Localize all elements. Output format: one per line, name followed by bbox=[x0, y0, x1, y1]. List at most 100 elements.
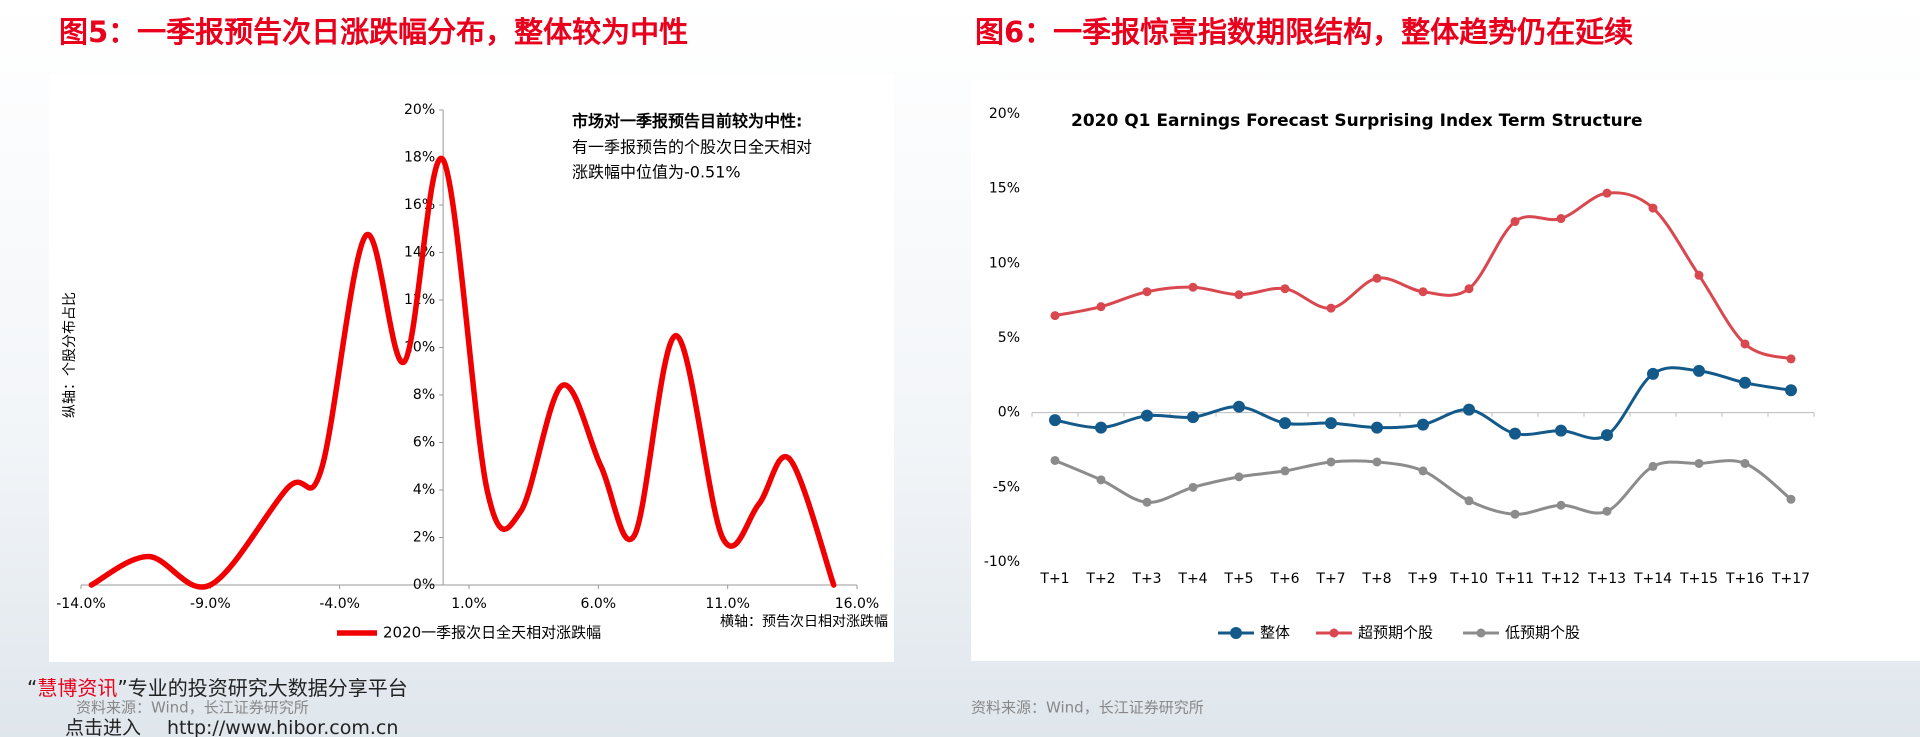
y-tick-label: 18% bbox=[404, 150, 435, 166]
marker bbox=[1279, 417, 1291, 430]
marker bbox=[1418, 466, 1428, 476]
marker bbox=[1234, 290, 1244, 300]
marker bbox=[1095, 421, 1107, 434]
marker bbox=[1786, 494, 1796, 504]
legend-label: 2020一季报次日全天相对涨跌幅 bbox=[383, 624, 601, 642]
legend-marker bbox=[1476, 628, 1486, 638]
y-tick-label: -5% bbox=[993, 479, 1020, 495]
y-tick-label: 15% bbox=[989, 181, 1020, 197]
watermark-link[interactable]: 点击进入 http://www.hibor.com.cn bbox=[65, 717, 398, 737]
marker bbox=[1371, 421, 1383, 434]
marker bbox=[1188, 482, 1198, 492]
watermark-url[interactable]: http://www.hibor.com.cn bbox=[167, 717, 398, 737]
marker bbox=[1739, 376, 1751, 389]
x-tick-label: -9.0% bbox=[190, 596, 231, 612]
legend-label: 超预期个股 bbox=[1358, 624, 1433, 642]
legend-label: 整体 bbox=[1260, 624, 1290, 642]
y-axis-label: 纵轴：个股分布占比 bbox=[62, 292, 78, 418]
x-tick-label: T+12 bbox=[1541, 571, 1580, 587]
watermark: “慧博资讯”专业的投资研究大数据分享平台 bbox=[27, 676, 408, 700]
marker bbox=[1463, 403, 1475, 416]
x-tick-label: T+9 bbox=[1407, 571, 1437, 587]
marker bbox=[1049, 414, 1061, 427]
y-tick-label: 4% bbox=[413, 482, 435, 498]
marker bbox=[1464, 496, 1474, 506]
chart-title: 2020 Q1 Earnings Forecast Surprising Ind… bbox=[1071, 111, 1643, 131]
marker bbox=[1556, 214, 1566, 224]
marker bbox=[1555, 424, 1567, 437]
marker bbox=[1785, 384, 1797, 397]
marker bbox=[1142, 287, 1152, 297]
x-tick-label: T+5 bbox=[1223, 571, 1253, 587]
marker bbox=[1050, 311, 1060, 321]
x-tick-label: T+16 bbox=[1725, 571, 1764, 587]
marker bbox=[1647, 367, 1659, 380]
annotation-line: 有一季报预告的个股次日全天相对 bbox=[572, 138, 812, 157]
y-tick-label: 2% bbox=[413, 530, 435, 546]
x-tick-label: T+1 bbox=[1039, 571, 1069, 587]
x-tick-label: -14.0% bbox=[56, 596, 106, 612]
marker bbox=[1740, 458, 1750, 468]
x-tick-label: T+14 bbox=[1633, 571, 1672, 587]
marker bbox=[1142, 497, 1152, 507]
marker bbox=[1326, 303, 1336, 313]
x-tick-label: 6.0% bbox=[581, 596, 617, 612]
x-tick-label: T+15 bbox=[1679, 571, 1718, 587]
marker bbox=[1602, 506, 1612, 516]
marker bbox=[1096, 302, 1106, 312]
x-tick-label: 16.0% bbox=[835, 596, 879, 612]
marker bbox=[1187, 411, 1199, 424]
marker bbox=[1648, 203, 1658, 213]
x-tick-label: T+2 bbox=[1085, 571, 1115, 587]
annotation-title: 市场对一季报预告目前较为中性: bbox=[572, 112, 802, 131]
x-axis-label: 横轴：预告次日相对涨跌幅 bbox=[720, 614, 888, 630]
marker bbox=[1188, 282, 1198, 292]
source: 资料来源：Wind，长江证券研究所 bbox=[971, 699, 1204, 717]
x-tick-label: T+11 bbox=[1495, 571, 1534, 587]
y-tick-label: -10% bbox=[984, 554, 1020, 570]
y-tick-label: 20% bbox=[404, 102, 435, 118]
y-tick-label: 0% bbox=[413, 577, 435, 593]
caption: 图6：一季报惊喜指数期限结构，整体趋势仍在延续 bbox=[975, 15, 1633, 49]
marker bbox=[1509, 427, 1521, 440]
panel-right bbox=[971, 80, 1920, 661]
marker bbox=[1326, 457, 1336, 467]
marker bbox=[1648, 461, 1658, 471]
series-line bbox=[1053, 191, 1793, 361]
x-tick-label: -4.0% bbox=[319, 596, 360, 612]
marker bbox=[1372, 273, 1382, 283]
marker bbox=[1418, 287, 1428, 297]
watermark-text: “ bbox=[27, 676, 37, 700]
marker bbox=[1694, 270, 1704, 280]
x-tick-label: T+4 bbox=[1177, 571, 1207, 587]
y-tick-label: 14% bbox=[404, 245, 435, 261]
x-tick-label: T+10 bbox=[1449, 571, 1488, 587]
x-tick-label: T+17 bbox=[1771, 571, 1810, 587]
x-tick-label: 11.0% bbox=[705, 596, 749, 612]
marker bbox=[1050, 455, 1060, 465]
watermark-text: ”专业的投资研究大数据分享平台 bbox=[117, 676, 407, 700]
y-tick-label: 6% bbox=[413, 435, 435, 451]
marker bbox=[1601, 429, 1613, 442]
marker bbox=[1280, 284, 1290, 294]
marker bbox=[1786, 354, 1796, 364]
y-tick-label: 20% bbox=[989, 106, 1020, 122]
marker bbox=[1602, 188, 1612, 198]
marker bbox=[1510, 509, 1520, 519]
caption: 图5：一季报预告次日涨跌幅分布，整体较为中性 bbox=[59, 15, 688, 49]
marker bbox=[1234, 472, 1244, 482]
marker bbox=[1464, 284, 1474, 294]
y-tick-label: 0% bbox=[998, 405, 1020, 421]
y-tick-label: 10% bbox=[989, 255, 1020, 271]
x-tick-label: T+13 bbox=[1587, 571, 1626, 587]
x-tick-label: 1.0% bbox=[451, 596, 487, 612]
y-tick-label: 8% bbox=[413, 387, 435, 403]
legend-marker bbox=[1329, 628, 1339, 638]
x-tick-label: T+3 bbox=[1131, 571, 1161, 587]
marker bbox=[1280, 466, 1290, 476]
marker bbox=[1740, 339, 1750, 349]
marker bbox=[1325, 417, 1337, 430]
y-tick-label: 5% bbox=[998, 330, 1020, 346]
